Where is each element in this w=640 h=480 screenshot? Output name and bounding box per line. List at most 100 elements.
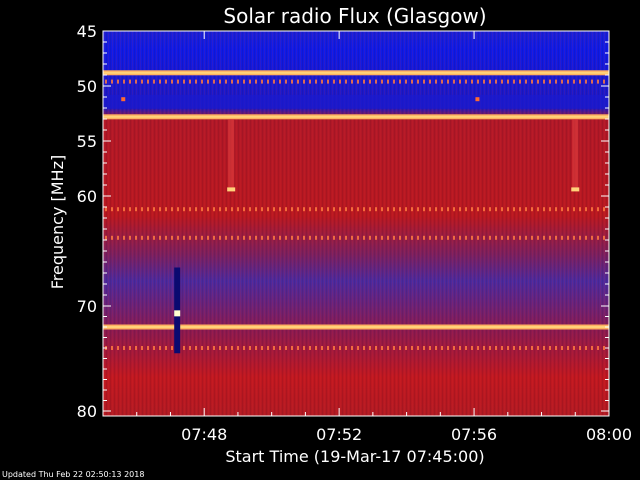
band-dot <box>429 207 431 212</box>
band-dot <box>267 235 269 240</box>
band-dot <box>369 346 371 350</box>
band-dot <box>507 207 509 212</box>
band-dot <box>111 207 113 212</box>
band-dot <box>225 346 227 350</box>
band-dot <box>429 79 431 84</box>
y-tick-label: 60 <box>77 187 97 206</box>
band-dot <box>159 207 161 212</box>
band-dot <box>387 235 389 240</box>
band-dot <box>399 346 401 350</box>
band-dot <box>261 79 263 84</box>
band-dot <box>435 235 437 240</box>
band-dot <box>273 207 275 212</box>
band-dot <box>291 79 293 84</box>
band-dot <box>297 235 299 240</box>
band-dot <box>567 207 569 212</box>
band-dot <box>411 79 413 84</box>
band-dot <box>585 235 587 240</box>
band-dot <box>315 79 317 84</box>
band-dot <box>249 79 251 84</box>
band-dot <box>435 207 437 212</box>
band-dot <box>345 79 347 84</box>
band-dot <box>363 79 365 84</box>
band-dot <box>225 235 227 240</box>
band-dot <box>375 235 377 240</box>
band-dot <box>495 346 497 350</box>
band-dot <box>261 207 263 212</box>
band-dot <box>597 235 599 240</box>
band-dot <box>495 235 497 240</box>
band-dot <box>363 235 365 240</box>
band-dot <box>489 79 491 84</box>
band-dot <box>129 79 131 84</box>
band-dot <box>471 207 473 212</box>
band-dot <box>345 235 347 240</box>
band-dot <box>447 207 449 212</box>
band-dot <box>159 235 161 240</box>
band-dot <box>279 79 281 84</box>
band-dot <box>507 235 509 240</box>
spot <box>475 97 480 102</box>
bright-band-core <box>103 71 609 74</box>
band-dot <box>135 346 137 350</box>
band-dot <box>537 235 539 240</box>
band-dot <box>447 79 449 84</box>
band-dot <box>123 235 125 240</box>
band-dot <box>237 235 239 240</box>
band-dot <box>375 79 377 84</box>
band-dot <box>459 79 461 84</box>
striped-band <box>105 207 605 212</box>
band-dot <box>381 346 383 350</box>
band-dot <box>465 346 467 350</box>
band-dot <box>567 79 569 84</box>
band-dot <box>183 207 185 212</box>
x-tick-label: 07:52 <box>316 425 362 444</box>
band-dot <box>519 79 521 84</box>
chart-title: Solar radio Flux (Glasgow) <box>223 4 486 28</box>
band-dot <box>291 207 293 212</box>
band-dot <box>489 235 491 240</box>
band-dot <box>303 235 305 240</box>
band-dot <box>447 235 449 240</box>
band-dot <box>315 235 317 240</box>
band-dot <box>597 346 599 350</box>
band-dot <box>279 235 281 240</box>
band-dot <box>477 235 479 240</box>
band-dot <box>399 79 401 84</box>
band-dot <box>177 207 179 212</box>
band-dot <box>543 79 545 84</box>
band-dot <box>513 79 515 84</box>
band-dot <box>519 207 521 212</box>
band-dot <box>369 235 371 240</box>
band-dot <box>231 235 233 240</box>
band-dot <box>459 235 461 240</box>
band-dot <box>309 235 311 240</box>
band-dot <box>465 235 467 240</box>
band-dot <box>459 207 461 212</box>
band-dot <box>171 207 173 212</box>
band-dot <box>561 79 563 84</box>
band-dot <box>117 207 119 212</box>
band-dot <box>321 235 323 240</box>
band-dot <box>429 346 431 350</box>
band-dot <box>213 235 215 240</box>
band-dot <box>303 207 305 212</box>
band-dot <box>111 79 113 84</box>
band-dot <box>393 79 395 84</box>
burst-trace <box>228 119 235 190</box>
band-dot <box>603 235 605 240</box>
band-dot <box>285 235 287 240</box>
band-dot <box>603 79 605 84</box>
band-dot <box>387 79 389 84</box>
band-dot <box>351 346 353 350</box>
band-dot <box>375 207 377 212</box>
band-dot <box>405 207 407 212</box>
band-dot <box>489 207 491 212</box>
band-dot <box>561 346 563 350</box>
band-dot <box>285 79 287 84</box>
band-dot <box>315 346 317 350</box>
band-dot <box>417 346 419 350</box>
band-dot <box>405 79 407 84</box>
band-dot <box>507 346 509 350</box>
band-dot <box>357 207 359 212</box>
